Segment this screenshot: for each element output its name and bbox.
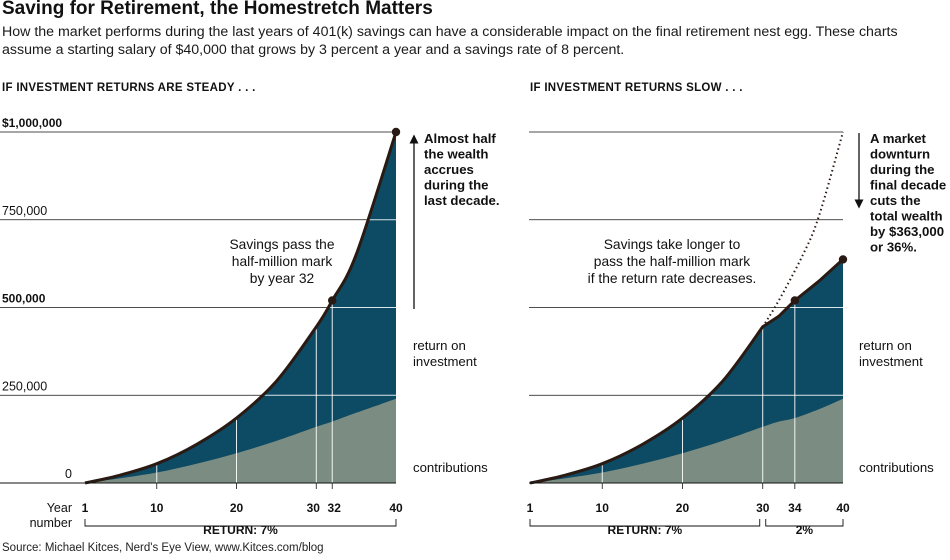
annotation-text-bold: by $363,000 <box>870 224 944 239</box>
contribution-area <box>530 398 843 483</box>
left-panel-title: IF INVESTMENT RETURNS ARE STEADY . . . <box>2 82 256 94</box>
annotation-text-bold: the wealth <box>424 147 488 162</box>
return-rate-label: RETURN: 7% <box>203 523 278 537</box>
data-point-dot <box>391 127 401 137</box>
data-point-dot <box>838 255 848 264</box>
return-series-label: investment <box>859 354 923 369</box>
contributions-series-label: contributions <box>413 460 488 475</box>
x-tick-label: 32 <box>328 501 342 515</box>
return-rate-label: 2% <box>796 523 814 537</box>
return-series-label: return on <box>859 338 912 353</box>
x-tick-label: 30 <box>756 501 770 515</box>
y-tick-label: 750,000 <box>2 204 47 218</box>
return-bracket <box>765 519 844 527</box>
x-tick-label: 10 <box>596 501 610 515</box>
annotation-text-bold: accrues <box>424 162 474 177</box>
annotation-text-bold: cuts the <box>870 193 921 208</box>
chart-title: Saving for Retirement, the Homestretch M… <box>2 0 433 19</box>
x-tick-label: 1 <box>527 501 534 515</box>
return-series-label: investment <box>413 354 477 369</box>
data-point-dot <box>328 296 337 305</box>
contribution-area <box>85 398 396 483</box>
annotation-text: Savings pass the <box>229 237 334 252</box>
total-savings-line <box>84 131 398 485</box>
annotation-text-bold: during the <box>424 178 488 193</box>
y-tick-label: 250,000 <box>2 379 47 393</box>
x-tick-label: 10 <box>150 501 164 515</box>
x-tick-label: 20 <box>230 501 244 515</box>
annotation-text-bold: total wealth <box>870 209 943 224</box>
x-tick-label: 40 <box>836 501 850 515</box>
x-axis-label: number <box>30 516 72 530</box>
total-savings-line <box>529 258 845 485</box>
y-tick-label: 0 <box>65 467 72 481</box>
x-tick-label: 20 <box>676 501 690 515</box>
annotation-text-bold: final decade <box>870 178 946 193</box>
x-tick-label: 34 <box>788 501 802 515</box>
return-rate-label: RETURN: 7% <box>608 523 683 537</box>
annotation-text-bold: downturn <box>870 147 930 162</box>
return-bracket <box>84 519 397 527</box>
annotation-text-bold: during the <box>870 162 934 177</box>
annotation-text: half-million mark <box>232 254 333 269</box>
source-note: Source: Michael Kitces, Nerd's Eye View,… <box>2 542 324 554</box>
return-bracket <box>529 519 761 527</box>
y-tick-label: $1,000,000 <box>2 116 62 130</box>
y-tick-label: 500,000 <box>2 292 46 306</box>
right-panel-title: IF INVESTMENT RETURNS SLOW . . . <box>530 82 743 94</box>
chart-subtitle: How the market performs during the last … <box>2 24 898 58</box>
annotation-text-bold: or 36%. <box>870 240 917 255</box>
x-tick-label: 40 <box>389 501 403 515</box>
annotation-text-bold: last decade. <box>424 193 500 208</box>
annotation-text: if the return rate decreases. <box>588 271 757 286</box>
x-tick-label: 30 <box>307 501 321 515</box>
x-axis-label: Year <box>47 501 72 515</box>
return-series-label: return on <box>413 338 466 353</box>
annotation-text: by year 32 <box>250 271 314 286</box>
data-point-dot <box>790 296 800 305</box>
annotation-text-bold: Almost half <box>424 131 496 146</box>
annotation-text-bold: A market <box>870 131 927 146</box>
annotation-text: pass the half-million mark <box>594 254 751 269</box>
x-tick-label: 1 <box>82 501 89 515</box>
contributions-series-label: contributions <box>859 460 934 475</box>
annotation-text: Savings take longer to <box>604 237 741 252</box>
